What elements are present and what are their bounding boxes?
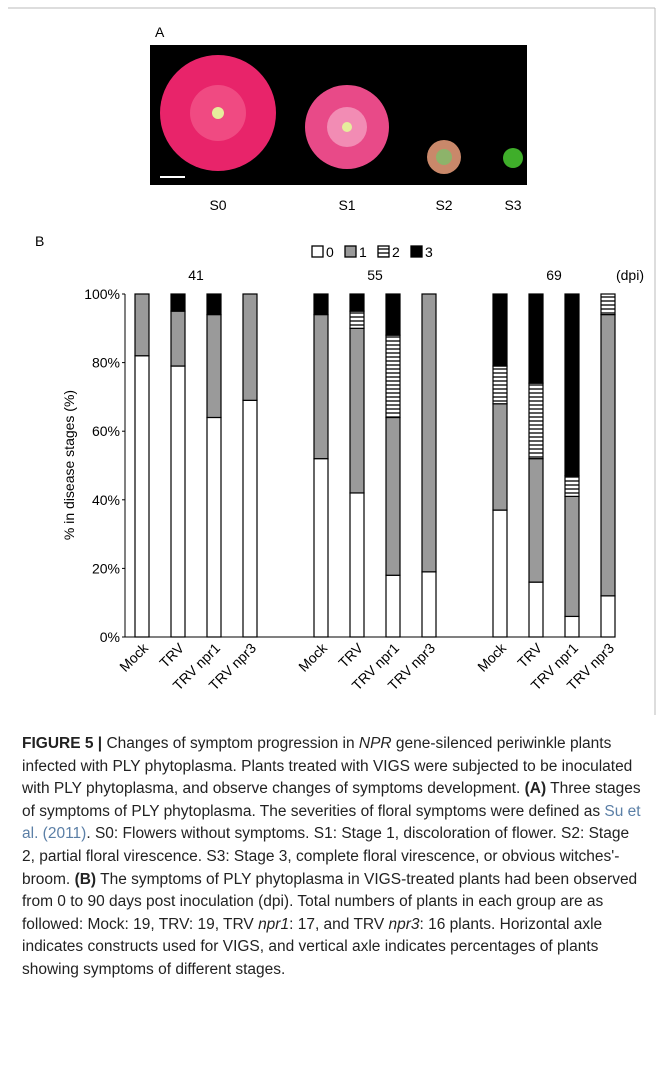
bar-segment (349, 327, 365, 494)
x-tick-label: Mock (474, 639, 510, 675)
group-unit: (dpi) (616, 267, 644, 283)
bar-segment (564, 615, 580, 638)
bar-segment (349, 310, 365, 329)
panel-label: B (35, 233, 44, 249)
bar-segment (206, 416, 222, 638)
stage-label: S3 (504, 197, 521, 213)
bar-segment (385, 416, 401, 576)
bar-segment (242, 293, 258, 401)
caption-run: Three stages of symptoms of PLY phytopla… (22, 780, 641, 820)
y-tick-label: 0% (100, 629, 120, 645)
stage-label: S0 (209, 197, 226, 213)
caption: FIGURE 5 | Changes of symptom progressio… (22, 733, 644, 982)
caption-run: The symptoms of PLY phytoplasma in VIGS-… (22, 870, 638, 933)
y-tick-label: 60% (92, 423, 120, 439)
caption-run: . S0: Flowers without symptoms. S1: Stag… (22, 825, 630, 888)
x-tick-label: TRV (514, 639, 545, 670)
bar-segment (385, 574, 401, 638)
bar-segment (492, 509, 508, 638)
x-tick-label: Mock (295, 639, 331, 675)
bar-segment (385, 334, 401, 419)
bar-segment (421, 571, 437, 638)
y-tick-label: 40% (92, 492, 120, 508)
bar-segment (349, 492, 365, 638)
y-tick-label: 100% (84, 286, 120, 302)
caption-run: NPR (358, 735, 392, 752)
bar-segment (206, 313, 222, 419)
caption-run: FIGURE 5 | (22, 735, 103, 752)
figure: A B % in disease stages (%) S0 S1 S2 S30%20… (8, 7, 656, 715)
flower-s3 (503, 148, 523, 168)
caption-run: gene-silenced periwinkle plants infected… (22, 735, 633, 798)
stage-label: S2 (435, 197, 452, 213)
bar-segment (492, 365, 508, 405)
y-tick-label: 80% (92, 355, 120, 371)
group-label: 41 (188, 267, 204, 283)
legend-swatch (344, 245, 357, 258)
caption-run: (B) (74, 870, 97, 888)
caption-run: (A) (524, 780, 547, 798)
flower-s0 (160, 55, 276, 171)
caption-run: npr3 (388, 915, 420, 933)
bar-segment (528, 581, 544, 638)
bar-segment (600, 595, 616, 638)
y-axis-label: % in disease stages (%) (61, 390, 77, 540)
legend-swatch (311, 245, 324, 258)
bar-segment (134, 355, 150, 638)
bar-segment (564, 495, 580, 618)
bar-segment (206, 293, 222, 316)
bar-segment (600, 313, 616, 597)
bar-segment (134, 293, 150, 357)
legend-label: 3 (425, 244, 433, 260)
caption-run: : 16 plants. Horizontal axle indicates c… (22, 915, 603, 978)
legend-label: 2 (392, 244, 400, 260)
bar-segment (313, 458, 329, 638)
panel-label: A (155, 24, 165, 40)
x-tick-label: TRV (335, 639, 366, 670)
group-label: 55 (367, 267, 383, 283)
bar-segment (170, 310, 186, 367)
bar-segment (313, 313, 329, 460)
legend-label: 1 (359, 244, 367, 260)
legend-swatch (410, 245, 423, 258)
bar-segment (385, 293, 401, 336)
bar-segment (564, 293, 580, 477)
bar-segment (528, 382, 544, 460)
bar-segment (492, 403, 508, 511)
flower-s2 (427, 140, 461, 174)
bar-segment (242, 399, 258, 638)
bar-segment (528, 293, 544, 384)
bar-segment (564, 475, 580, 497)
bar-segment (170, 365, 186, 638)
bar-segment (528, 458, 544, 583)
x-tick-label: TRV (156, 639, 187, 670)
y-tick-label: 20% (92, 560, 120, 576)
caption-run: : 17, and TRV (289, 915, 389, 933)
bar-segment (170, 293, 186, 312)
bar-segment (349, 293, 365, 312)
bar-segment (492, 293, 508, 367)
stage-label: S1 (338, 197, 355, 213)
legend-swatch (377, 245, 390, 258)
flower-s1 (305, 85, 389, 169)
group-label: 69 (546, 267, 562, 283)
bar-segment (421, 293, 437, 573)
caption-run: Changes of symptom progression in (102, 735, 359, 752)
legend-label: 0 (326, 244, 334, 260)
caption-run[interactable]: Su et al. (2011) (22, 802, 641, 843)
caption-run: npr1 (258, 915, 290, 933)
bar-segment (600, 293, 616, 316)
bar-segment (313, 293, 329, 316)
x-tick-label: Mock (116, 639, 152, 675)
